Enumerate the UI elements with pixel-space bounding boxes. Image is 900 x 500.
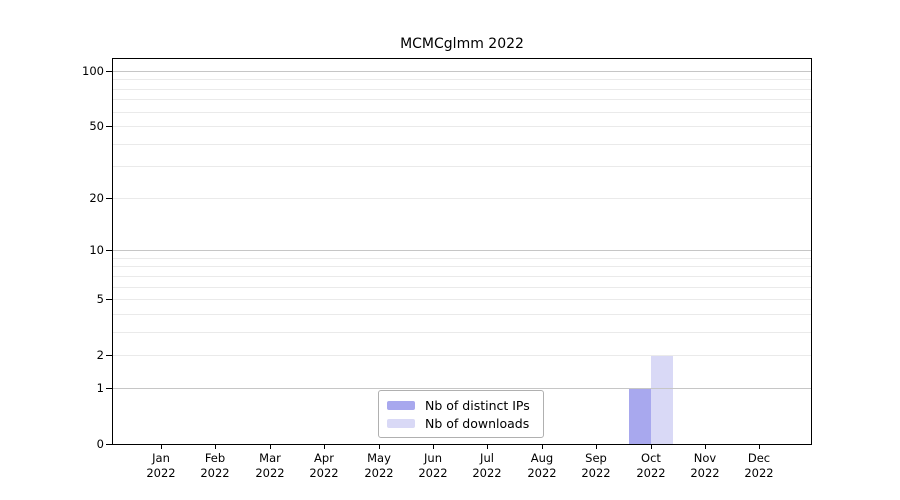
bar-distinct-ips-oct	[628, 387, 651, 444]
y-tick-0	[106, 444, 112, 445]
gridline-y-6	[113, 287, 811, 288]
x-tick-label-jan: Jan 2022	[146, 451, 176, 480]
gridline-y-70	[113, 99, 811, 100]
x-tick-mar	[270, 445, 271, 449]
gridline-y-5	[113, 299, 811, 300]
y-tick-label-5: 5	[96, 292, 104, 306]
gridline-y-90	[113, 79, 811, 80]
gridline-y-1	[113, 388, 811, 389]
gridline-y-80	[113, 89, 811, 90]
gridline-y-4	[113, 314, 811, 315]
x-tick-label-jul: Jul 2022	[472, 451, 502, 480]
y-tick-label-100: 100	[82, 64, 104, 78]
y-tick-label-50: 50	[89, 119, 104, 133]
legend-label-downloads: Nb of downloads	[425, 415, 530, 431]
bar-downloads-oct	[650, 355, 673, 444]
y-tick-1	[106, 388, 112, 389]
y-tick-label-1: 1	[96, 381, 104, 395]
legend-label-distinct-ips: Nb of distinct IPs	[425, 397, 530, 413]
gridline-y-2	[113, 355, 811, 356]
gridline-y-60	[113, 112, 811, 113]
y-tick-2	[106, 355, 112, 356]
x-tick-label-jun: Jun 2022	[418, 451, 448, 480]
x-tick-aug	[542, 445, 543, 449]
x-tick-dec	[759, 445, 760, 449]
gridline-y-100	[113, 71, 811, 72]
gridline-y-50	[113, 126, 811, 127]
gridline-y-40	[113, 144, 811, 145]
gridline-y-30	[113, 166, 811, 167]
legend-swatch-distinct-ips	[387, 400, 415, 410]
y-tick-5	[106, 299, 112, 300]
y-tick-10	[106, 250, 112, 251]
legend-swatch-downloads	[387, 418, 415, 428]
x-tick-label-feb: Feb 2022	[200, 451, 230, 480]
legend: Nb of distinct IPs Nb of downloads	[378, 390, 544, 438]
x-tick-label-oct: Oct 2022	[636, 451, 666, 480]
y-tick-label-0: 0	[96, 437, 104, 451]
x-tick-label-may: May 2022	[364, 451, 394, 480]
gridline-y-10	[113, 250, 811, 251]
legend-item-downloads: Nb of downloads	[387, 414, 535, 432]
y-tick-label-10: 10	[89, 243, 104, 257]
x-tick-jan	[161, 445, 162, 449]
x-tick-may	[379, 445, 380, 449]
gridline-y-9	[113, 258, 811, 259]
y-tick-100	[106, 71, 112, 72]
y-tick-label-20: 20	[89, 191, 104, 205]
x-tick-label-apr: Apr 2022	[309, 451, 339, 480]
x-tick-label-sep: Sep 2022	[581, 451, 611, 480]
chart-title: MCMCglmm 2022	[400, 36, 524, 52]
y-tick-label-2: 2	[96, 348, 104, 362]
x-tick-nov	[705, 445, 706, 449]
x-tick-label-dec: Dec 2022	[744, 451, 774, 480]
gridline-y-3	[113, 332, 811, 333]
legend-item-distinct-ips: Nb of distinct IPs	[387, 396, 535, 414]
x-tick-sep	[596, 445, 597, 449]
y-tick-20	[106, 198, 112, 199]
x-tick-oct	[651, 445, 652, 449]
x-tick-jun	[433, 445, 434, 449]
gridline-y-8	[113, 266, 811, 267]
gridline-y-20	[113, 198, 811, 199]
x-tick-jul	[487, 445, 488, 449]
x-tick-feb	[215, 445, 216, 449]
gridline-y-7	[113, 276, 811, 277]
x-tick-label-aug: Aug 2022	[527, 451, 557, 480]
plot-area	[112, 58, 812, 445]
x-tick-label-mar: Mar 2022	[255, 451, 285, 480]
x-tick-apr	[324, 445, 325, 449]
x-tick-label-nov: Nov 2022	[690, 451, 720, 480]
y-tick-50	[106, 126, 112, 127]
